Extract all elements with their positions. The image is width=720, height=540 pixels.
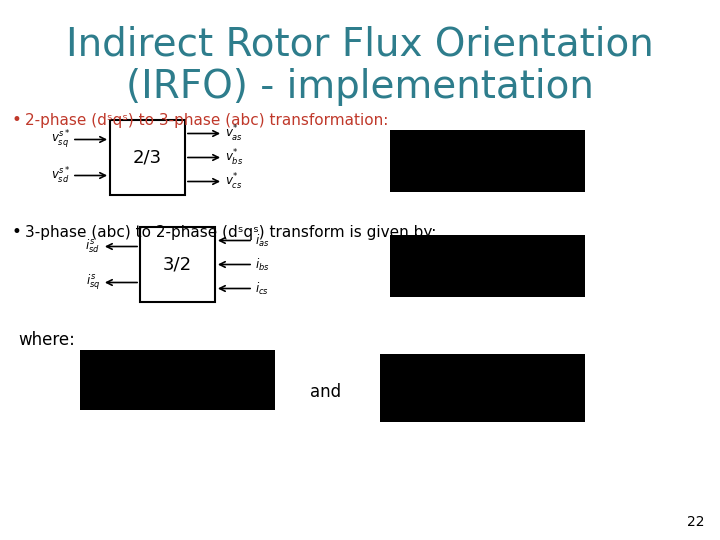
Text: $v_{sd}^{s*}$: $v_{sd}^{s*}$: [50, 165, 70, 186]
Text: (IRFO) - implementation: (IRFO) - implementation: [126, 68, 594, 106]
Text: and: and: [310, 383, 341, 401]
Bar: [390, 235, 585, 297]
Text: $v_{cs}^{*}$: $v_{cs}^{*}$: [225, 172, 243, 192]
Text: $v_{as}^{*}$: $v_{as}^{*}$: [225, 124, 243, 144]
Text: $v_{sq}^{s*}$: $v_{sq}^{s*}$: [50, 129, 70, 151]
Bar: [390, 130, 585, 192]
Bar: [380, 354, 585, 422]
Text: $i_{cs}$: $i_{cs}$: [255, 280, 269, 296]
Text: 3/2: 3/2: [163, 255, 192, 273]
Text: •: •: [12, 223, 22, 241]
Bar: [80, 350, 275, 410]
Text: 2/3: 2/3: [133, 148, 162, 166]
Bar: [140, 227, 215, 302]
Text: $i_{sq}^{s}$: $i_{sq}^{s}$: [86, 273, 100, 292]
Text: $i_{as}$: $i_{as}$: [255, 232, 269, 248]
Text: 2-phase (dˢqˢ) to 3-phase (abc) transformation:: 2-phase (dˢqˢ) to 3-phase (abc) transfor…: [25, 112, 388, 127]
Text: Indirect Rotor Flux Orientation: Indirect Rotor Flux Orientation: [66, 26, 654, 64]
Text: $i_{bs}$: $i_{bs}$: [255, 256, 269, 273]
Text: $i_{sd}^{s}$: $i_{sd}^{s}$: [85, 238, 100, 255]
Text: $v_{bs}^{*}$: $v_{bs}^{*}$: [225, 147, 243, 167]
Text: •: •: [12, 111, 22, 129]
Text: 3-phase (abc) to 2-phase (dˢqˢ) transform is given by:: 3-phase (abc) to 2-phase (dˢqˢ) transfor…: [25, 225, 436, 240]
Text: where:: where:: [18, 331, 75, 349]
Bar: [110, 120, 185, 195]
Text: 22: 22: [688, 515, 705, 529]
